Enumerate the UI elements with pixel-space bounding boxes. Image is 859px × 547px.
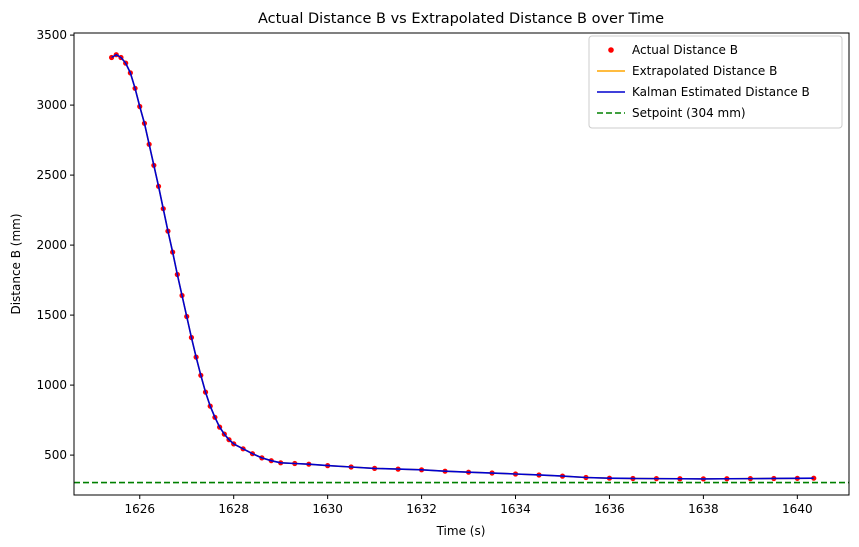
chart-title: Actual Distance B vs Extrapolated Distan…: [258, 11, 664, 27]
x-tick-label: 1634: [500, 502, 531, 516]
legend-label: Extrapolated Distance B: [632, 64, 777, 78]
x-axis: 1626 1628 1630 1632 1634 1636 1638 1640: [124, 495, 813, 516]
x-tick-label: 1636: [594, 502, 625, 516]
y-tick-label: 1500: [36, 308, 67, 322]
legend-label: Setpoint (304 mm): [632, 106, 746, 120]
x-tick-label: 1628: [218, 502, 249, 516]
legend-marker-scatter: [608, 47, 614, 53]
series-layer: [74, 52, 849, 484]
x-axis-title: Time (s): [436, 524, 486, 538]
y-tick-label: 2000: [36, 238, 67, 252]
legend: Actual Distance B Extrapolated Distance B…: [588, 35, 843, 129]
y-axis: 500 1000 1500 2000 2500 3000 3500: [36, 28, 74, 462]
plot-area: [73, 32, 850, 496]
y-axis-title: Distance B (mm): [9, 213, 23, 314]
legend-items: Actual Distance B Extrapolated Distance B…: [597, 43, 810, 120]
actual-distance-point: [811, 475, 817, 481]
y-tick-label: 2500: [36, 168, 67, 182]
y-tick-label: 1000: [36, 378, 67, 392]
y-tick-label: 3500: [36, 28, 67, 42]
legend-box: [588, 35, 843, 129]
actual-distance-b-points: [108, 52, 817, 482]
x-tick-label: 1638: [688, 502, 719, 516]
y-tick-label: 500: [44, 448, 67, 462]
x-tick-label: 1626: [124, 502, 155, 516]
y-tick-label: 3000: [36, 98, 67, 112]
x-tick-label: 1630: [312, 502, 343, 516]
x-tick-label: 1640: [782, 502, 813, 516]
kalman-estimated-distance-b-line: [111, 53, 814, 480]
legend-label: Actual Distance B: [632, 43, 738, 57]
x-tick-label: 1632: [406, 502, 437, 516]
plot-frame: [73, 32, 850, 496]
legend-label: Kalman Estimated Distance B: [632, 85, 810, 99]
